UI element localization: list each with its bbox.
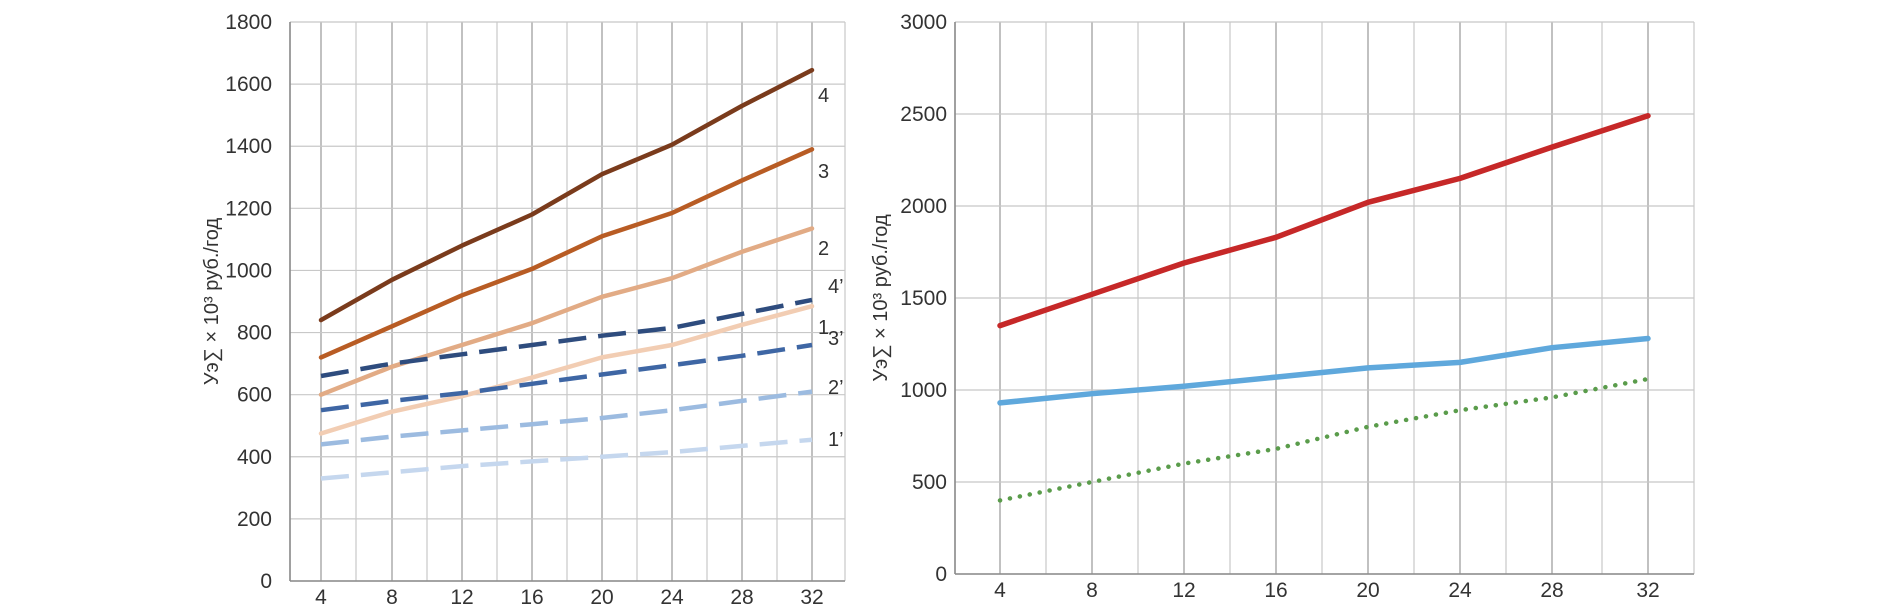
series-label-4: 4 [818,85,829,107]
x-tick-label: 24 [660,586,684,609]
y-axis-title: Уэ∑ × 10³ руб./год [201,218,223,386]
x-tick-label: 8 [386,586,398,609]
x-tick-label: 20 [590,586,613,609]
series-line-3 [318,147,815,360]
x-tick-label: 12 [1172,579,1195,602]
series-line-2 [997,335,1651,406]
x-tick-label: 28 [1540,579,1563,602]
y-tick-label: 200 [237,508,272,531]
series-line-4’ [320,297,813,379]
y-tick-label: 1000 [225,259,272,282]
y-tick-label: 1000 [900,379,947,402]
x-tick-label: 16 [520,586,543,609]
chart-2: 0 500 1000 1500 2000 2500 3000 4 8 12 16 20 24 28 32 Уэ… [870,11,1695,602]
y-tick-label: 500 [912,471,947,494]
series-line-2’ [320,389,813,447]
x-tick-label: 4 [994,579,1006,602]
y-tick-label: 1200 [225,197,272,220]
series-label-3: 3 [818,161,829,183]
x-tick-label: 32 [1636,579,1659,602]
y-tick-label: 1500 [900,287,947,310]
series-label-1’: 1’ [828,429,844,451]
y-tick-label: 2000 [900,195,947,218]
y-tick-label: 1800 [225,11,272,34]
y-tick-label: 0 [935,563,947,586]
series-line-3’ [320,342,813,413]
x-tick-label: 28 [730,586,753,609]
y-tick-label: 0 [260,570,272,593]
y-tick-label: 800 [237,322,272,345]
y-tick-label: 3000 [900,11,947,34]
series-label-2: 2 [818,238,829,260]
x-tick-label: 20 [1356,579,1379,602]
y-tick-label: 2500 [900,103,947,126]
y-axis-title: Уэ∑ × 10³ руб./год [870,214,892,382]
series-line-4 [318,67,815,323]
x-tick-label: 16 [1264,579,1287,602]
series-label-3’: 3’ [828,328,844,350]
series-label-2’: 2’ [828,377,844,399]
y-tick-label: 1600 [225,73,272,96]
series-label-4’: 4’ [828,276,844,298]
y-tick-label: 400 [237,446,272,469]
x-tick-label: 4 [315,586,327,609]
x-tick-label: 24 [1448,579,1472,602]
y-tick-label: 1400 [225,135,272,158]
x-tick-label: 32 [800,586,823,609]
series-line-1 [318,303,815,436]
y-tick-label: 600 [237,384,272,407]
series-line-1’ [320,437,813,481]
x-tick-label: 12 [450,586,473,609]
series-label-1: 1 [818,317,829,339]
series-line-1 [997,113,1651,329]
x-tick-label: 8 [1086,579,1098,602]
series-line-3 [997,376,1651,503]
